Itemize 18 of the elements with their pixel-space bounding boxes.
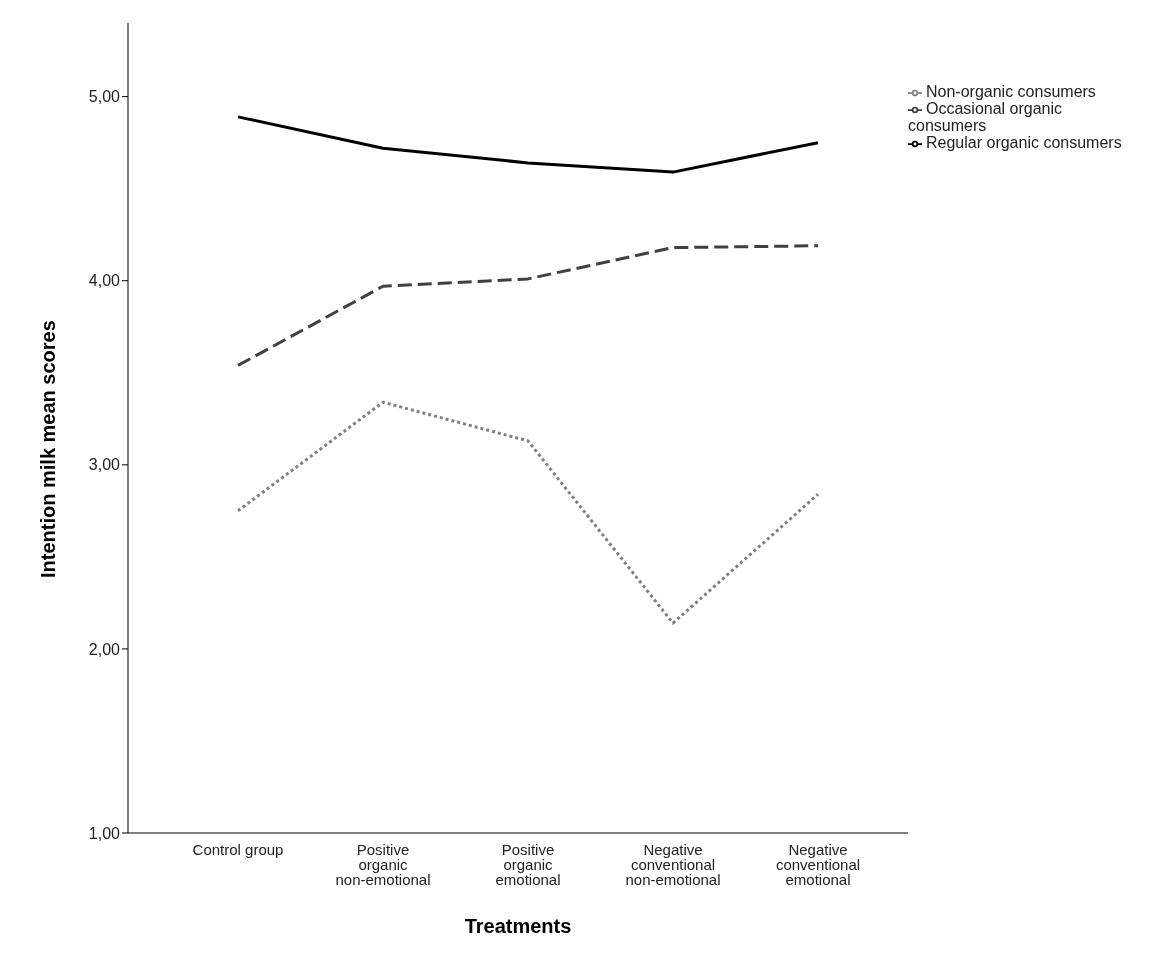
x-tick-label: Negative conventional emotional [775, 841, 861, 888]
line-series [236, 244, 820, 367]
y-tick-label: 5,00 [88, 88, 121, 106]
x-tick-label: Negative conventional non-emotional [625, 841, 721, 888]
y-tick-label: 4,00 [88, 272, 121, 290]
line-series [236, 115, 820, 174]
legend-label: Regular organic consumers [926, 134, 1122, 151]
line-series [236, 400, 820, 625]
y-tick-label: 1,00 [88, 824, 121, 842]
x-tick-label: Positive organic non-emotional [335, 841, 431, 888]
y-tick-label: 2,00 [88, 640, 121, 658]
y-axis-title: Intention milk mean scores [37, 320, 60, 578]
x-tick-label: Positive organic emotional [495, 841, 561, 888]
legend-label: Non-organic consumers [926, 83, 1096, 100]
x-tick-label: Control group [192, 841, 284, 858]
legend-label: Occasional organic consumers [908, 100, 1063, 134]
y-tick-label: 3,00 [88, 456, 121, 474]
x-axis-title: Treatments [464, 915, 572, 937]
